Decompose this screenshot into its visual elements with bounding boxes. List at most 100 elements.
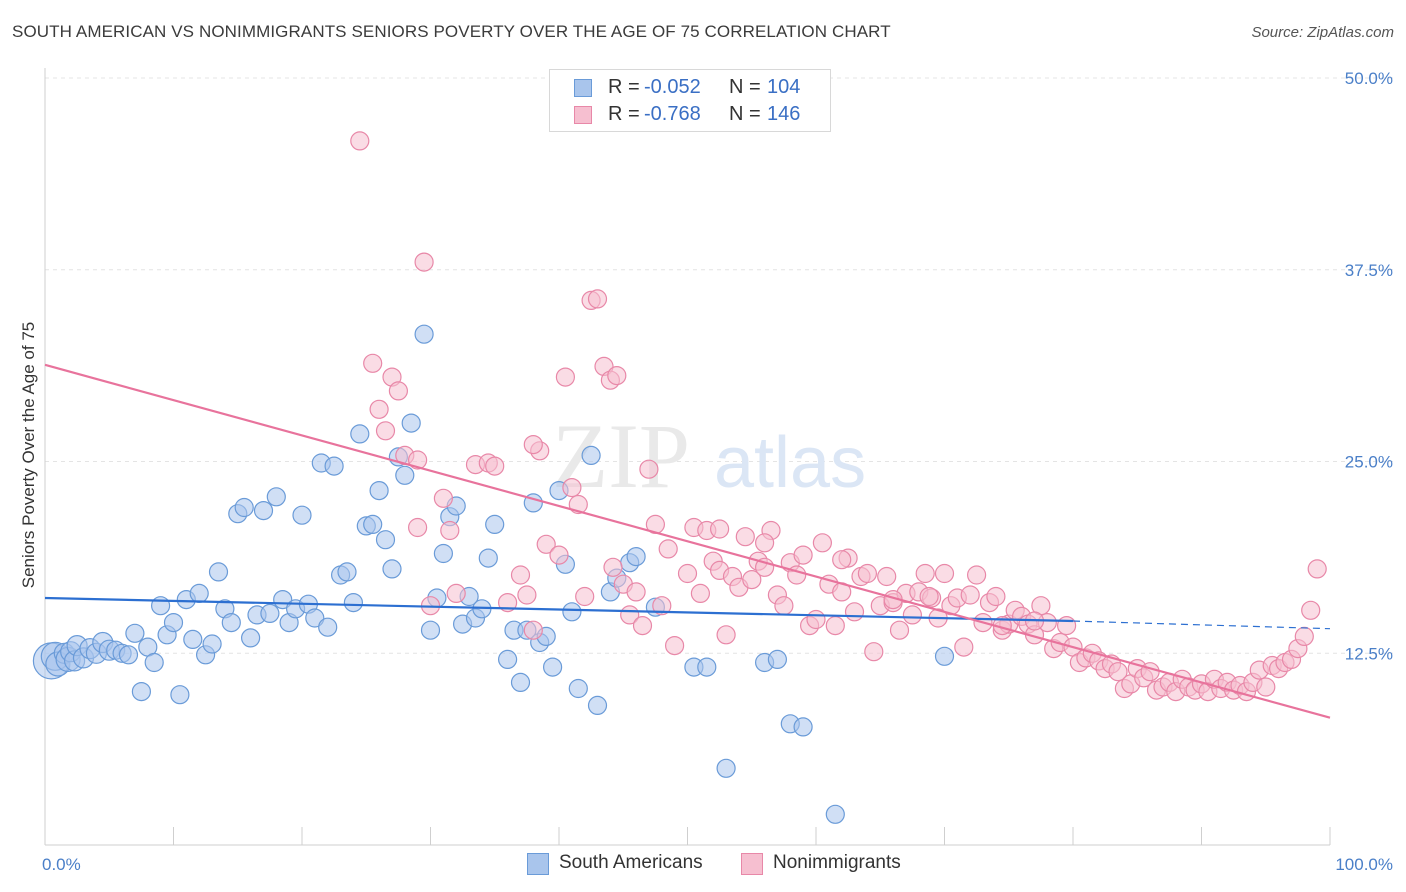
legend-n-value: 104 [767, 76, 801, 98]
point-nonimmigrant [363, 353, 383, 373]
point-nonimmigrant [735, 527, 755, 547]
point-south-american [369, 481, 389, 501]
point-nonimmigrant [562, 478, 582, 498]
point-nonimmigrant [677, 563, 698, 584]
point-nonimmigrant [806, 609, 826, 630]
point-nonimmigrant [433, 488, 453, 508]
point-south-american [266, 487, 286, 507]
y-axis-title: Seniors Poverty Over the Age of 75 [19, 322, 38, 588]
point-south-american [337, 562, 357, 582]
point-nonimmigrant [446, 583, 466, 604]
point-south-american [208, 562, 229, 582]
point-nonimmigrant [934, 563, 955, 584]
x-tick-label-max: 100.0% [1335, 855, 1393, 874]
point-south-american [202, 634, 222, 654]
point-south-american [131, 681, 151, 702]
point-nonimmigrant [485, 456, 505, 476]
legend-n-label: N = [729, 76, 761, 98]
legend-n-label: N = [729, 103, 761, 125]
point-nonimmigrant [440, 520, 460, 541]
point-south-american [375, 530, 396, 550]
series-legend: South Americans Nonimmigrants [0, 852, 1406, 878]
point-nonimmigrant [388, 381, 408, 401]
point-nonimmigrant [754, 533, 775, 553]
point-south-american [324, 456, 344, 476]
point-south-american [697, 657, 717, 677]
point-south-american [587, 695, 608, 716]
point-nonimmigrant [774, 596, 794, 616]
y-tick-label: 25.0% [1345, 453, 1393, 472]
point-south-american [498, 649, 518, 670]
point-south-american [292, 505, 312, 525]
point-south-american [118, 645, 139, 665]
point-south-american [401, 413, 421, 433]
legend-label-south-americans: South Americans [559, 852, 703, 873]
trend-lines [44, 363, 1331, 719]
point-nonimmigrant [986, 586, 1006, 607]
point-south-american [350, 424, 370, 444]
point-south-american [343, 592, 363, 613]
point-nonimmigrant [1056, 615, 1077, 636]
legend-r-value: -0.768 [644, 103, 701, 125]
point-nonimmigrant [639, 459, 659, 479]
point-south-american [478, 548, 498, 568]
point-nonimmigrant [1307, 559, 1327, 579]
point-nonimmigrant [742, 569, 762, 590]
trend-line-south-americans [44, 596, 1074, 623]
point-nonimmigrant [414, 252, 434, 272]
legend-r-value: -0.052 [644, 76, 701, 98]
y-tick-label: 12.5% [1345, 644, 1393, 663]
point-south-american [189, 583, 209, 604]
point-south-american [241, 628, 261, 648]
trend-line-south-americans-extension [1072, 620, 1331, 630]
legend-r-label: R = [608, 103, 640, 125]
point-nonimmigrant [793, 545, 813, 565]
point-nonimmigrant [523, 435, 543, 455]
point-south-american [395, 465, 415, 485]
point-nonimmigrant [626, 582, 646, 602]
point-south-american [382, 559, 402, 579]
point-nonimmigrant [375, 421, 396, 441]
point-south-american [318, 617, 338, 637]
point-nonimmigrant [716, 625, 736, 645]
legend-swatch-nonimmigrants [741, 853, 763, 875]
point-nonimmigrant [902, 605, 923, 625]
legend-label-nonimmigrants: Nonimmigrants [773, 852, 901, 873]
point-south-american [125, 623, 145, 643]
legend-swatch-nonimmigrants [574, 106, 592, 124]
point-south-american [485, 514, 505, 535]
point-south-american [234, 497, 254, 518]
point-nonimmigrant [517, 585, 537, 605]
point-south-american [767, 649, 788, 670]
point-south-american [568, 678, 588, 699]
point-south-american [414, 324, 434, 344]
point-south-american [253, 501, 274, 521]
point-south-american [363, 514, 383, 535]
point-south-american [221, 612, 241, 633]
point-nonimmigrant [966, 565, 987, 585]
axes [44, 68, 1331, 846]
x-tick-labels: 0.0% 100.0% [42, 855, 1393, 874]
point-nonimmigrant [1301, 600, 1321, 620]
point-south-american [825, 804, 845, 824]
point-south-american [260, 603, 280, 624]
point-nonimmigrant [652, 596, 672, 616]
point-nonimmigrant [408, 450, 428, 470]
legend-r-label: R = [608, 76, 640, 98]
point-nonimmigrant [857, 563, 878, 584]
point-nonimmigrant [832, 550, 852, 570]
point-south-american [562, 602, 582, 622]
point-nonimmigrant [690, 583, 711, 604]
point-nonimmigrant [575, 586, 595, 607]
point-nonimmigrant [960, 585, 980, 605]
point-nonimmigrant [607, 366, 627, 386]
point-south-american [183, 629, 203, 650]
y-tick-label: 37.5% [1345, 261, 1393, 280]
point-south-american [163, 612, 184, 633]
legend-swatch-south-americans [527, 853, 549, 875]
point-nonimmigrant [1108, 662, 1128, 682]
point-nonimmigrant [844, 602, 865, 622]
point-south-american [793, 717, 813, 737]
point-nonimmigrant [709, 519, 730, 539]
